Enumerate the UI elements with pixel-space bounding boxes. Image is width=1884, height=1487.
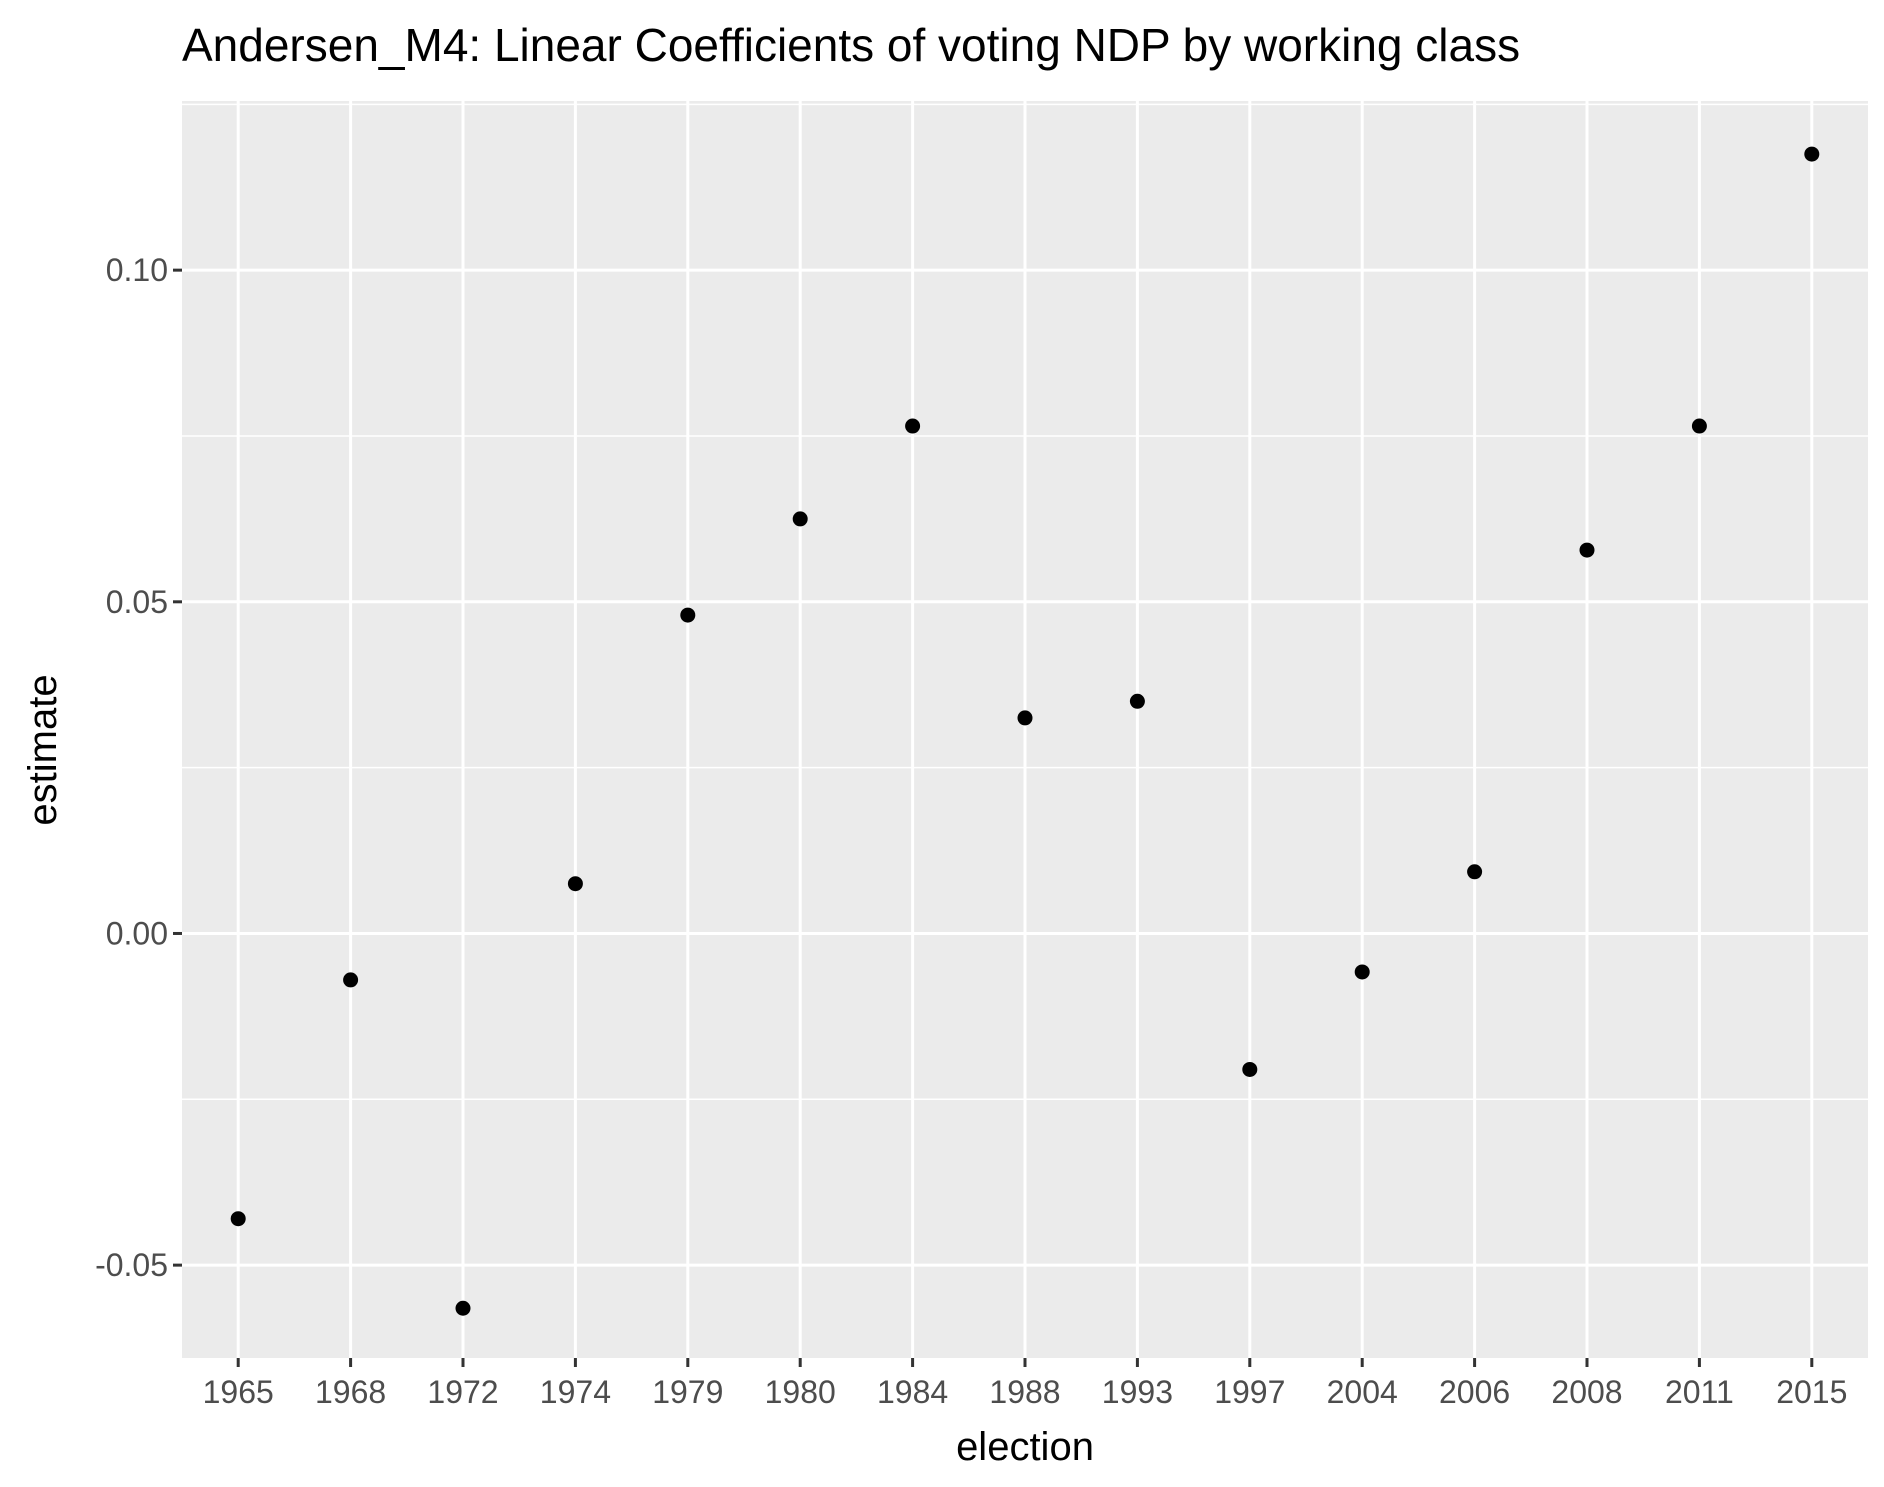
x-tick-label: 1988	[989, 1374, 1060, 1410]
data-point	[1017, 710, 1033, 726]
x-tick-label: 1980	[765, 1374, 836, 1410]
x-tick-label: 2015	[1776, 1374, 1847, 1410]
y-tick-label: 0.00	[106, 915, 168, 951]
data-point	[343, 972, 359, 988]
data-point	[792, 511, 808, 527]
data-point	[1467, 864, 1483, 880]
chart-title: Andersen_M4: Linear Coefficients of voti…	[182, 19, 1520, 71]
data-point	[1354, 964, 1370, 980]
x-tick-label: 1968	[315, 1374, 386, 1410]
x-tick-label: 2008	[1551, 1374, 1622, 1410]
x-tick-label: 1965	[203, 1374, 274, 1410]
x-axis: 1965 1968 1972 1974 1979 1980 1984 1988 1993 1997…	[203, 1358, 1847, 1410]
y-tick-label: 0.10	[106, 252, 168, 288]
data-point	[567, 876, 583, 892]
data-point	[230, 1211, 246, 1227]
y-tick-label: 0.05	[106, 584, 168, 620]
y-axis: -0.05 0.00 0.05 0.10	[95, 252, 182, 1283]
x-tick-label: 1997	[1214, 1374, 1285, 1410]
data-points	[230, 146, 1820, 1316]
x-tick-label: 1984	[877, 1374, 948, 1410]
data-point	[1242, 1061, 1258, 1077]
x-tick-label: 2006	[1439, 1374, 1510, 1410]
data-point	[455, 1300, 471, 1316]
x-axis-title: election	[956, 1425, 1094, 1469]
y-axis-title: estimate	[21, 674, 65, 825]
x-tick-label: 1979	[652, 1374, 723, 1410]
x-tick-label: 1974	[540, 1374, 611, 1410]
x-tick-label: 2004	[1327, 1374, 1398, 1410]
x-tick-label: 2011	[1665, 1374, 1734, 1410]
data-point	[1691, 418, 1707, 434]
x-tick-label: 1972	[427, 1374, 498, 1410]
data-point	[905, 418, 921, 434]
data-point	[1579, 542, 1595, 558]
x-tick-label: 1993	[1102, 1374, 1173, 1410]
data-point	[680, 607, 696, 623]
major-gridlines	[182, 101, 1868, 1358]
data-point	[1804, 146, 1820, 162]
y-tick-label: -0.05	[95, 1247, 168, 1283]
data-point	[1129, 693, 1145, 709]
